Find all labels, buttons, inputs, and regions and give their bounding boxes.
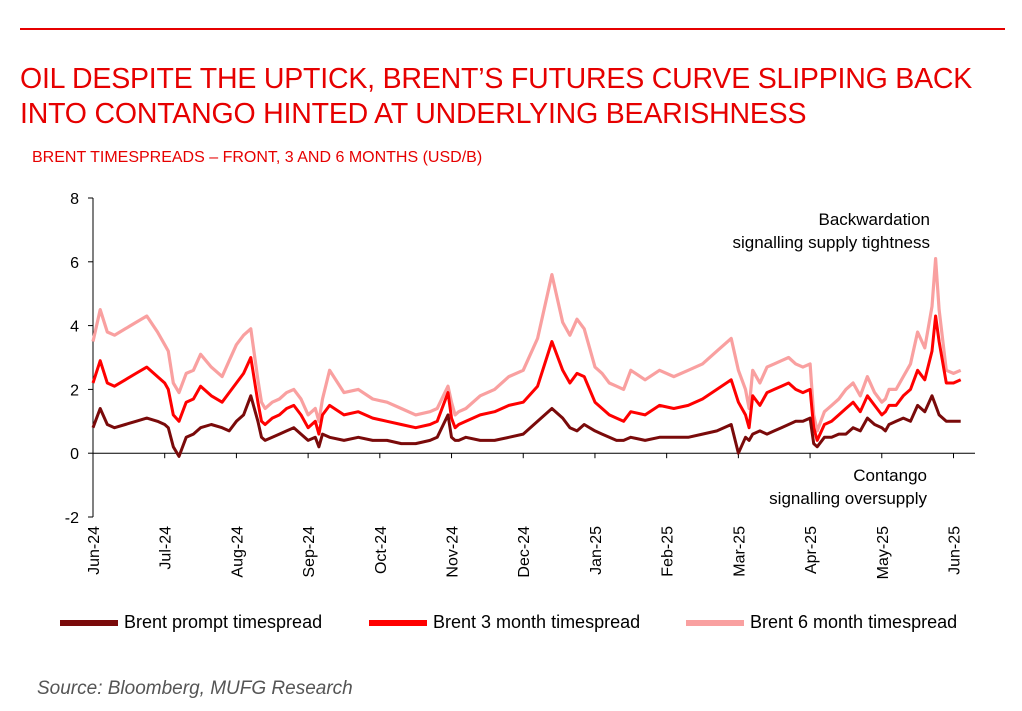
x-tick-label: Jan-25 (588, 526, 605, 575)
legend: Brent prompt timespread Brent 3 month ti… (0, 612, 1022, 638)
series-line-3m (91, 314, 962, 442)
source-note: Source: Bloomberg, MUFG Research (37, 678, 353, 699)
x-tick-label: Oct-24 (373, 526, 390, 574)
legend-swatch-6m (686, 619, 744, 626)
annotation-backwardation-line1: Backwardation (818, 210, 930, 229)
legend-item-3m: Brent 3 month timespread (369, 612, 640, 633)
x-tick-label: Dec-24 (516, 526, 533, 578)
y-tick-label: 6 (70, 255, 79, 272)
x-tick-label: Aug-24 (229, 526, 246, 578)
y-tick-label: -2 (65, 510, 79, 527)
x-tick-label: Apr-25 (803, 526, 820, 574)
x-tick-label: Feb-25 (660, 526, 677, 577)
legend-swatch-3m (369, 619, 427, 626)
x-tick-label: Mar-25 (731, 526, 748, 577)
x-tick-label: May-25 (875, 526, 892, 579)
annotation-contango-line1: Contango (853, 466, 927, 485)
legend-item-6m: Brent 6 month timespread (686, 612, 957, 633)
y-tick-label: 4 (70, 319, 79, 336)
top-rule (20, 28, 1005, 30)
annotation-backwardation-line2: signalling supply tightness (732, 233, 930, 252)
y-tick-label: 8 (70, 191, 79, 208)
series-line-prompt (91, 394, 961, 458)
y-tick-label: 0 (70, 446, 79, 463)
y-tick-label: 2 (70, 382, 79, 399)
chart-title: BRENT TIMESPREADS – FRONT, 3 AND 6 MONTH… (32, 149, 483, 166)
x-tick-label: Jun-24 (86, 526, 103, 575)
legend-label-3m: Brent 3 month timespread (433, 612, 641, 632)
x-tick-label: Nov-24 (445, 526, 462, 578)
series-line-6m (91, 257, 962, 433)
x-tick-label: Sep-24 (301, 526, 318, 578)
x-tick-label: Jun-25 (946, 526, 963, 575)
x-tick-label: Jul-24 (158, 526, 175, 570)
legend-item-prompt: Brent prompt timespread (60, 612, 322, 633)
annotation-contango-line2: signalling oversupply (769, 489, 927, 508)
page-title: OIL DESPITE THE UPTICK, BRENT’S FUTURES … (20, 63, 973, 130)
legend-label-6m: Brent 6 month timespread (750, 612, 958, 632)
legend-label-prompt: Brent prompt timespread (124, 612, 323, 632)
legend-swatch-prompt (60, 619, 118, 626)
